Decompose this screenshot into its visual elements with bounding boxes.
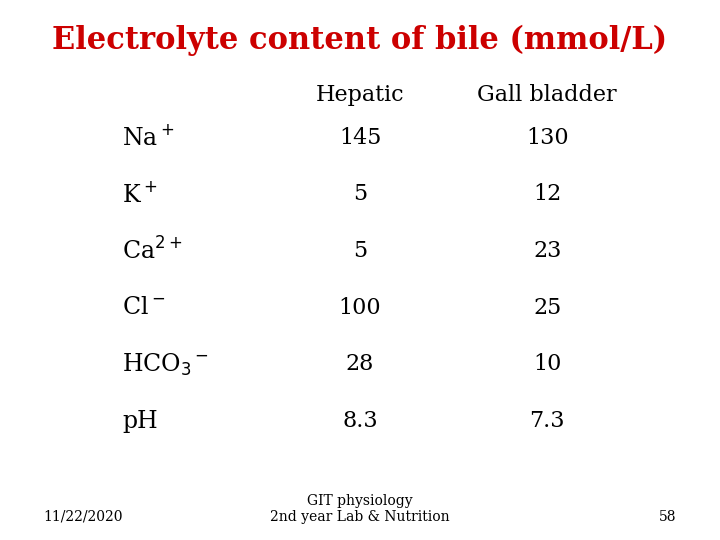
Text: 58: 58 [660,510,677,524]
Text: K$^+$: K$^+$ [122,182,158,207]
Text: 145: 145 [339,127,381,148]
Text: Cl$^-$: Cl$^-$ [122,296,166,319]
Text: 100: 100 [338,297,382,319]
Text: 130: 130 [526,127,569,148]
Text: 11/22/2020: 11/22/2020 [43,510,122,524]
Text: pH: pH [122,410,158,433]
Text: HCO$_3$$^-$: HCO$_3$$^-$ [122,352,210,377]
Text: 10: 10 [533,354,562,375]
Text: Electrolyte content of bile (mmol/L): Electrolyte content of bile (mmol/L) [53,24,667,56]
Text: GIT physiology
2nd year Lab & Nutrition: GIT physiology 2nd year Lab & Nutrition [270,494,450,524]
Text: Na$^+$: Na$^+$ [122,125,175,150]
Text: Gall bladder: Gall bladder [477,84,617,106]
Text: Ca$^{2+}$: Ca$^{2+}$ [122,238,183,265]
Text: 5: 5 [353,240,367,262]
Text: 23: 23 [533,240,562,262]
Text: Hepatic: Hepatic [315,84,405,106]
Text: 12: 12 [533,184,562,205]
Text: 5: 5 [353,184,367,205]
Text: 25: 25 [533,297,562,319]
Text: 8.3: 8.3 [342,410,378,432]
Text: 7.3: 7.3 [529,410,565,432]
Text: 28: 28 [346,354,374,375]
